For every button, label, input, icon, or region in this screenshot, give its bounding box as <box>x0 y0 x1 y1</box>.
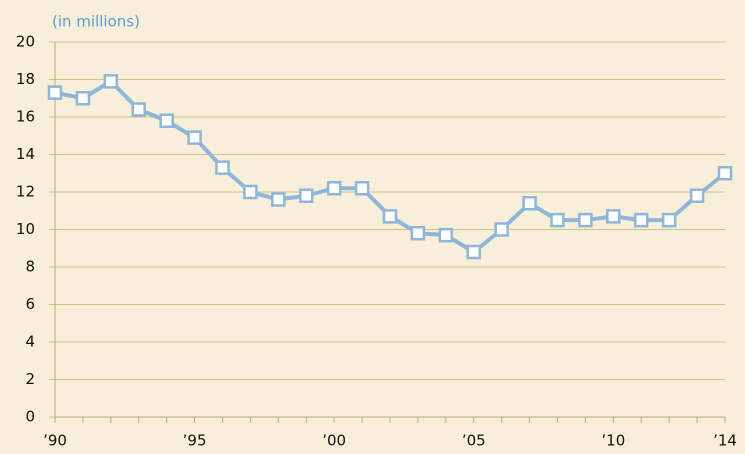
marker <box>438 227 454 243</box>
y-tick-label: 6 <box>25 295 35 313</box>
y-tick-label: 12 <box>16 183 35 201</box>
marker <box>187 130 202 145</box>
x-tick-label: ’90 <box>43 432 67 450</box>
y-tick-label: 4 <box>25 333 35 351</box>
y-tick-label: 10 <box>16 220 35 238</box>
marker <box>131 102 146 117</box>
marker <box>75 91 91 106</box>
y-tick-label: 16 <box>16 108 35 126</box>
marker <box>354 181 370 196</box>
x-tick-label: ’00 <box>322 432 346 450</box>
x-tick-label: ’10 <box>601 432 625 450</box>
marker <box>47 85 63 100</box>
marker <box>326 181 342 196</box>
marker <box>103 74 119 89</box>
marker <box>271 192 286 207</box>
marker <box>606 209 621 224</box>
marker <box>243 184 258 200</box>
y-tick-label: 0 <box>25 408 35 426</box>
x-tick-label: ’14 <box>713 432 737 450</box>
marker <box>717 166 733 181</box>
marker <box>410 226 426 241</box>
y-tick-label: 2 <box>25 370 35 388</box>
y-tick-label: 14 <box>16 145 35 163</box>
y-tick-label: 18 <box>16 70 35 88</box>
marker <box>215 160 230 175</box>
marker <box>466 244 481 260</box>
x-tick-label: ’95 <box>183 432 207 450</box>
marker <box>494 222 509 237</box>
marker <box>578 212 593 228</box>
x-tick-label: ’05 <box>462 432 486 450</box>
marker <box>689 188 705 203</box>
y-axis-label: (in millions) <box>52 13 140 31</box>
marker <box>159 113 174 128</box>
marker <box>550 212 565 228</box>
marker <box>661 212 677 228</box>
line <box>54 79 727 254</box>
marker <box>299 188 314 203</box>
marker <box>382 209 398 224</box>
marker <box>634 212 649 228</box>
y-tick-label: 8 <box>25 258 35 276</box>
y-tick-label: 20 <box>16 33 35 51</box>
marker <box>522 196 537 211</box>
